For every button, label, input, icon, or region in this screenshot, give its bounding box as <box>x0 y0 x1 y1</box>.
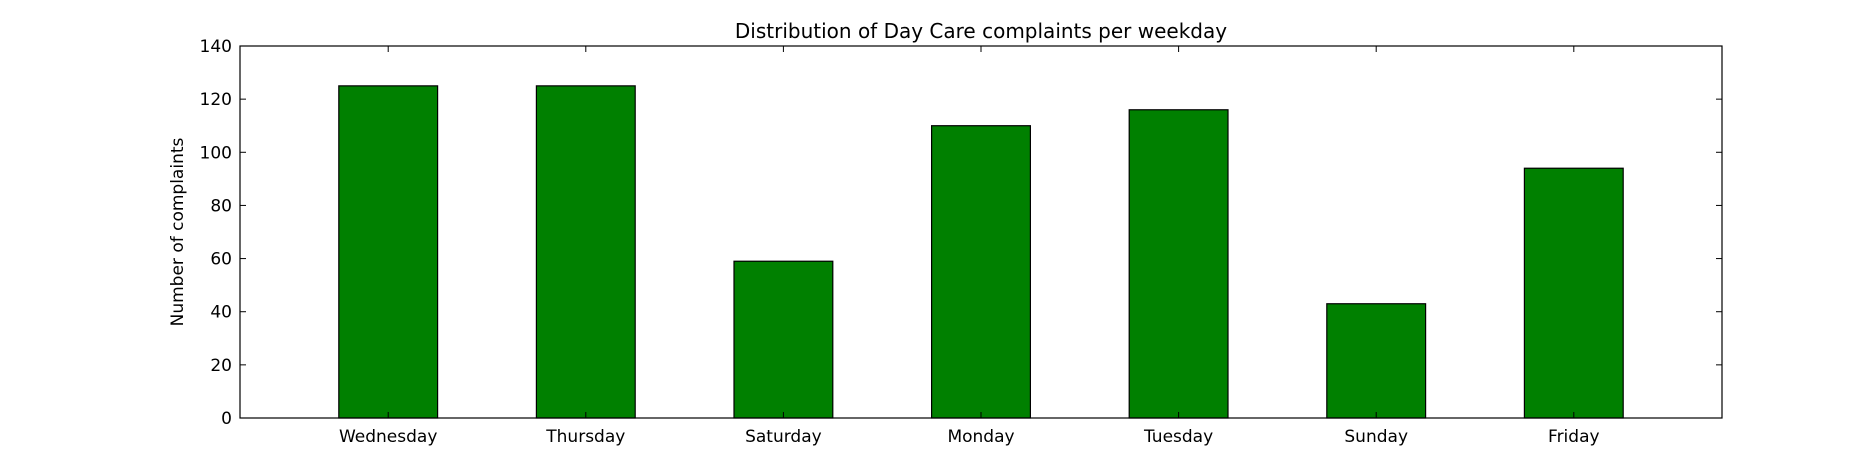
y-tick-label: 60 <box>210 250 232 270</box>
x-tick-label-wednesday: Wednesday <box>339 427 437 447</box>
bar-friday <box>1523 167 1624 419</box>
bar-tuesday <box>1128 109 1229 419</box>
y-tick-label: 0 <box>221 409 232 429</box>
x-tick-label-saturday: Saturday <box>745 427 822 447</box>
bar-saturday <box>733 260 834 419</box>
y-axis-ticks: 0 20 40 60 80 100 120 140 <box>200 37 1722 429</box>
y-tick-label: 140 <box>200 37 232 57</box>
x-tick-label-tuesday: Tuesday <box>1143 427 1213 447</box>
chart-title: Distribution of Day Care complaints per … <box>735 19 1227 43</box>
bar-sunday <box>1326 303 1427 419</box>
y-tick-label: 120 <box>200 90 232 110</box>
y-tick-label: 100 <box>200 143 232 163</box>
y-axis-label: Number of complaints <box>168 137 188 326</box>
bar-thursday <box>535 85 636 419</box>
y-tick-label: 40 <box>210 303 232 323</box>
bar-wednesday <box>338 85 439 419</box>
x-axis-ticks: Wednesday Thursday Saturday Monday Tuesday Su… <box>339 46 1600 447</box>
x-tick-label-thursday: Thursday <box>545 427 625 447</box>
y-tick-label: 20 <box>210 356 232 376</box>
x-tick-label-friday: Friday <box>1548 427 1600 447</box>
bars-group <box>338 85 1624 419</box>
x-tick-label-sunday: Sunday <box>1344 427 1408 447</box>
x-tick-label-monday: Monday <box>947 427 1014 447</box>
plot-frame <box>239 45 1723 419</box>
bar-monday <box>930 125 1031 419</box>
y-tick-label: 80 <box>210 196 232 216</box>
